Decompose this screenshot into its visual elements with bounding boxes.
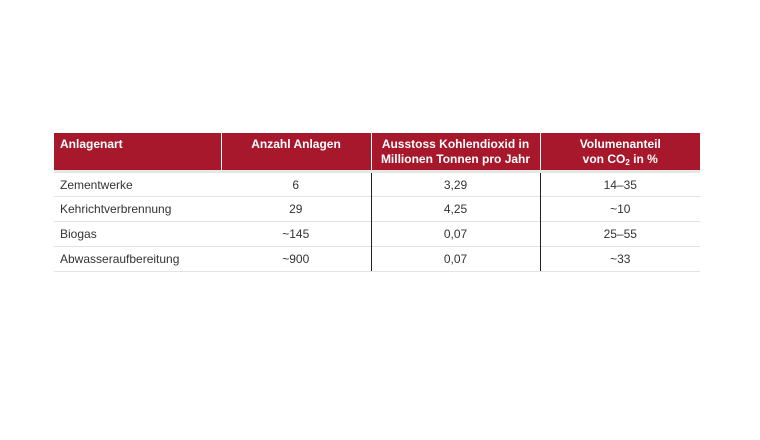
header-share-line1: Volumenanteil [579,137,661,151]
cell-plant-count: ~900 [221,246,371,272]
cell-co2: 0,07 [370,221,540,247]
data-table-container: Anlagenart Anzahl Anlagen Ausstoss Kohle… [54,133,700,272]
cell-co2: 4,25 [370,196,540,222]
cell-plant-type: Kehrichtverbrennung [54,196,221,222]
header-plant-type: Anlagenart [54,133,221,172]
header-plant-count: Anzahl Anlagen [220,133,371,172]
table-body: Zementwerke 6 3,29 14–35 Kehrichtverbren… [54,170,700,272]
cell-co2: 0,07 [370,246,540,272]
header-co2-emissions: Ausstoss Kohlendioxid in Millionen Tonne… [370,133,540,172]
header-share-subscript: 2 [625,158,630,167]
cell-plant-type: Biogas [54,221,221,247]
header-share-suffix: in % [629,152,658,166]
table-row: Biogas ~145 0,07 25–55 [54,221,700,247]
cell-share: 25–55 [539,221,700,247]
header-row: Anlagenart Anzahl Anlagen Ausstoss Kohle… [54,133,700,172]
table-row: Abwasseraufbereitung ~900 0,07 ~33 [54,246,700,272]
header-co2-line2: Millionen Tonnen pro Jahr [380,152,531,166]
cell-share: ~10 [539,196,700,222]
header-co2-share: Volumenanteil von CO2 in % [539,133,700,172]
cell-plant-count: ~145 [221,221,371,247]
header-share-prefix: von CO [582,152,626,166]
header-plant-type-label: Anlagenart [60,137,123,151]
cell-plant-count: 6 [221,170,371,197]
cell-plant-count: 29 [221,196,371,222]
cell-plant-type: Abwasseraufbereitung [54,246,221,272]
table-row: Kehrichtverbrennung 29 4,25 ~10 [54,196,700,222]
header-plant-count-label: Anzahl Anlagen [251,137,341,151]
cell-co2: 3,29 [370,170,540,197]
header-co2-line1: Ausstoss Kohlendioxid in [381,137,530,151]
table-header: Anlagenart Anzahl Anlagen Ausstoss Kohle… [54,133,700,172]
cell-share: ~33 [539,246,700,272]
cell-share: 14–35 [539,170,700,197]
co2-emissions-table: Anlagenart Anzahl Anlagen Ausstoss Kohle… [54,133,700,272]
cell-plant-type: Zementwerke [54,170,221,197]
table-row: Zementwerke 6 3,29 14–35 [54,170,700,197]
